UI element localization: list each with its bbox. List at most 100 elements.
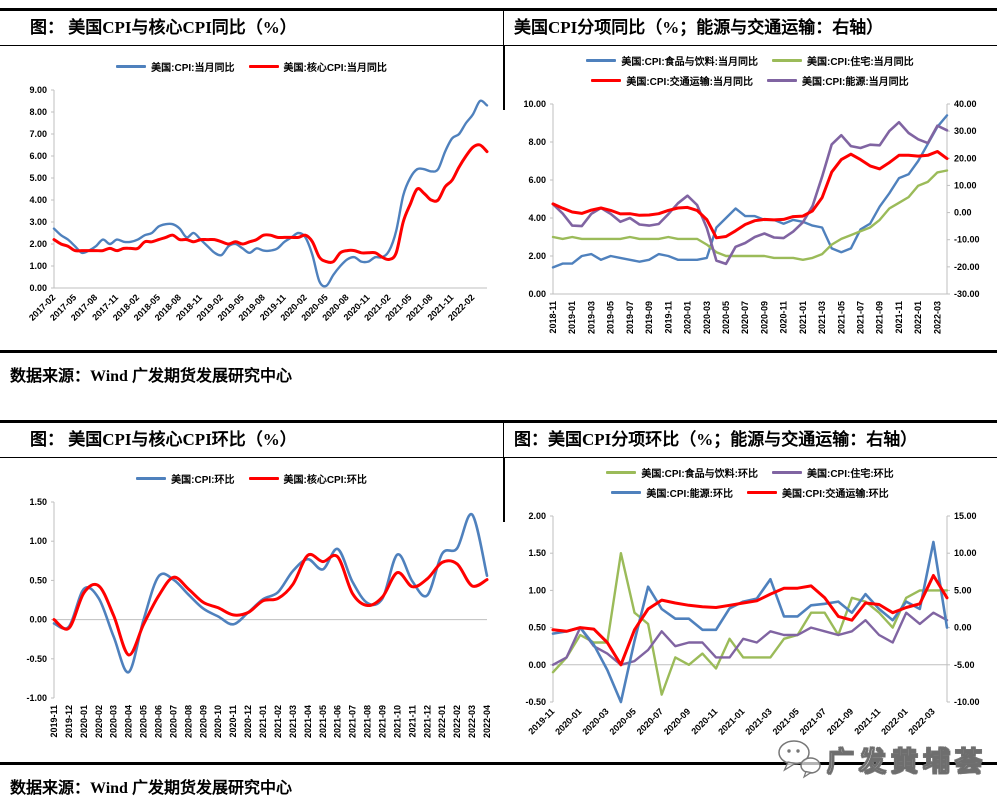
svg-text:2020-08: 2020-08 <box>183 705 193 738</box>
svg-text:-10.00: -10.00 <box>954 235 980 245</box>
svg-text:2020-11: 2020-11 <box>689 706 719 736</box>
svg-text:2022-01: 2022-01 <box>437 705 447 738</box>
panel-title-cpi-components-mom: 图：美国CPI分项环比（%；能源与交通运输：右轴） <box>503 423 997 457</box>
svg-text:2019-12: 2019-12 <box>64 705 74 738</box>
svg-text:0.50: 0.50 <box>528 623 546 633</box>
svg-text:9.00: 9.00 <box>29 85 47 95</box>
svg-text:2019-11: 2019-11 <box>49 705 59 738</box>
svg-text:-20.00: -20.00 <box>954 262 980 272</box>
svg-text:2019-11: 2019-11 <box>663 301 673 334</box>
chart-cpi-components-yoy: 0.00 2.00 4.00 6.00 8.00 10.00 -30.00 -20.00 -10… <box>503 46 997 350</box>
svg-text:2022-03: 2022-03 <box>906 706 936 736</box>
svg-text:2018-11: 2018-11 <box>548 301 558 334</box>
chart-cpi-mom: -1.00 -0.50 0.00 0.50 1.00 1.50 2019-11 2019-12… <box>0 458 503 762</box>
svg-text:1.50: 1.50 <box>29 497 47 507</box>
charts-row-mom: -1.00 -0.50 0.00 0.50 1.00 1.50 2019-11 2019-12… <box>0 458 997 765</box>
svg-text:2021-11: 2021-11 <box>407 705 417 738</box>
svg-text:2020-05: 2020-05 <box>721 301 731 334</box>
svg-text:2020-12: 2020-12 <box>243 705 253 738</box>
chart-cpi-mom-canvas: -1.00 -0.50 0.00 0.50 1.00 1.50 2019-11 2019-12… <box>26 497 492 738</box>
svg-text:2022-01: 2022-01 <box>879 706 909 736</box>
svg-text:2019-05: 2019-05 <box>606 301 616 334</box>
svg-text:2.00: 2.00 <box>528 251 546 261</box>
svg-text:2020-07: 2020-07 <box>168 705 178 738</box>
svg-text:2021-03: 2021-03 <box>288 705 298 738</box>
svg-text:2020-07: 2020-07 <box>635 706 665 736</box>
svg-text:2022-04: 2022-04 <box>482 705 492 738</box>
svg-text:4.00: 4.00 <box>29 195 47 205</box>
svg-text:2021-09: 2021-09 <box>825 706 855 736</box>
svg-text:2020-03: 2020-03 <box>109 705 119 738</box>
chart-cpi-components-mom: -0.50 0.00 0.50 1.00 1.50 2.00 -10.00 -5.00 0.00… <box>503 458 997 762</box>
title-row-yoy: 图： 美国CPI与核心CPI同比（%） 美国CPI分项同比（%；能源与交通运输：… <box>0 8 997 46</box>
svg-text:1.00: 1.00 <box>528 585 546 595</box>
svg-text:2020-01: 2020-01 <box>79 705 89 738</box>
chart-cpi-yoy: 0.00 1.00 2.00 3.00 4.00 5.00 6.00 7.00 8.00 9.00… <box>0 46 503 350</box>
panel-title-cpi-mom: 图： 美国CPI与核心CPI环比（%） <box>30 430 297 449</box>
title-row-mom: 图： 美国CPI与核心CPI环比（%） 图：美国CPI分项环比（%；能源与交通运… <box>0 420 997 458</box>
svg-text:2021-05: 2021-05 <box>318 705 328 738</box>
svg-text:2020-09: 2020-09 <box>662 706 692 736</box>
svg-text:2021-07: 2021-07 <box>348 705 358 738</box>
svg-text:2020-01: 2020-01 <box>683 301 693 334</box>
svg-text:2020-03: 2020-03 <box>702 301 712 334</box>
svg-text:2019-03: 2019-03 <box>586 301 596 334</box>
svg-text:2021-05: 2021-05 <box>836 301 846 334</box>
svg-text:2020-04: 2020-04 <box>124 705 134 738</box>
svg-text:4.00: 4.00 <box>528 213 546 223</box>
svg-text:2020-10: 2020-10 <box>213 705 223 738</box>
svg-text:2.00: 2.00 <box>528 511 546 521</box>
svg-text:10.00: 10.00 <box>954 548 977 558</box>
svg-text:2019-07: 2019-07 <box>625 301 635 334</box>
svg-text:10.00: 10.00 <box>954 180 977 190</box>
svg-text:7.00: 7.00 <box>29 129 47 139</box>
svg-text:-30.00: -30.00 <box>954 289 980 299</box>
svg-text:2021-05: 2021-05 <box>771 706 801 736</box>
svg-text:20.00: 20.00 <box>954 153 977 163</box>
svg-text:2020-02: 2020-02 <box>94 705 104 738</box>
svg-text:2021-12: 2021-12 <box>422 705 432 738</box>
svg-text:2021-11: 2021-11 <box>852 706 882 736</box>
svg-text:6.00: 6.00 <box>528 175 546 185</box>
section-yoy: 图： 美国CPI与核心CPI同比（%） 美国CPI分项同比（%；能源与交通运输：… <box>0 8 997 387</box>
svg-text:2020-01: 2020-01 <box>553 706 583 736</box>
svg-text:2022-03: 2022-03 <box>467 705 477 738</box>
svg-text:2021-07: 2021-07 <box>798 706 828 736</box>
svg-text:10.00: 10.00 <box>523 99 546 109</box>
chart-cpi-yoy-canvas: 0.00 1.00 2.00 3.00 4.00 5.00 6.00 7.00 8.00 9.00… <box>27 85 489 323</box>
svg-text:2020-09: 2020-09 <box>759 301 769 334</box>
chart-cpi-components-yoy-canvas: 0.00 2.00 4.00 6.00 8.00 10.00 -30.00 -20.00 -10… <box>523 99 980 334</box>
svg-text:2021-02: 2021-02 <box>273 705 283 738</box>
svg-text:2021-10: 2021-10 <box>392 705 402 738</box>
panel-title-cpi-yoy: 图： 美国CPI与核心CPI同比（%） <box>30 18 297 37</box>
svg-text:2020-05: 2020-05 <box>139 705 149 738</box>
svg-text:2020-11: 2020-11 <box>228 705 238 738</box>
wechat-bubbles-icon <box>778 740 821 779</box>
svg-text:2021-03: 2021-03 <box>743 706 773 736</box>
svg-text:2.00: 2.00 <box>29 239 47 249</box>
svg-text:2020-05: 2020-05 <box>608 706 638 736</box>
svg-text:2021-03: 2021-03 <box>817 301 827 334</box>
svg-text:2021-08: 2021-08 <box>363 705 373 738</box>
svg-text:15.00: 15.00 <box>954 511 977 521</box>
svg-text:2020-07: 2020-07 <box>740 301 750 334</box>
panel-title-cpi-components-yoy: 美国CPI分项同比（%；能源与交通运输：右轴） <box>503 11 997 45</box>
svg-text:2022-03: 2022-03 <box>932 301 942 334</box>
svg-text:2021-06: 2021-06 <box>333 705 343 738</box>
svg-text:2019-11: 2019-11 <box>526 706 556 736</box>
svg-text:0.00: 0.00 <box>29 615 47 625</box>
svg-text:2021-07: 2021-07 <box>856 301 866 334</box>
svg-text:2021-01: 2021-01 <box>258 705 268 738</box>
panel-divider <box>503 458 505 522</box>
svg-text:2021-09: 2021-09 <box>377 705 387 738</box>
svg-text:2019-01: 2019-01 <box>567 301 577 334</box>
svg-text:2021-01: 2021-01 <box>716 706 746 736</box>
svg-text:-5.00: -5.00 <box>954 660 975 670</box>
svg-text:6.00: 6.00 <box>29 151 47 161</box>
source-note: 数据来源：Wind 广发期货发展研究中心 <box>10 368 292 385</box>
svg-text:-0.50: -0.50 <box>26 654 47 664</box>
svg-text:2021-01: 2021-01 <box>798 301 808 334</box>
watermark: 广发黄埔荟 <box>777 739 987 779</box>
svg-text:2020-09: 2020-09 <box>198 705 208 738</box>
